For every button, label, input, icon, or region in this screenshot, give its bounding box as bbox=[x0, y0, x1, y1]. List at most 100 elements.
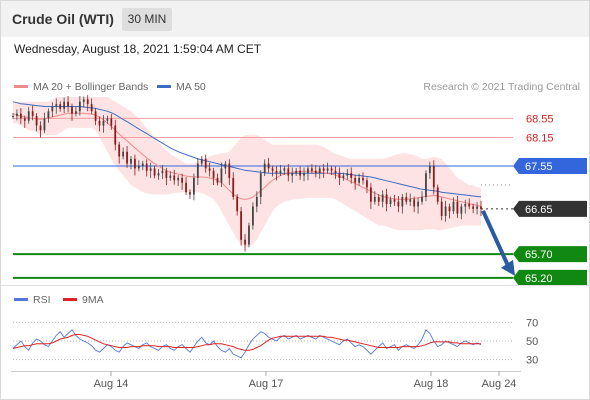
candle-body bbox=[31, 111, 34, 117]
candle-body bbox=[405, 196, 408, 202]
candle-body bbox=[432, 166, 435, 188]
x-axis: Aug 14 Aug 17 Aug 18 Aug 24 bbox=[11, 371, 521, 390]
candle-body bbox=[55, 104, 58, 107]
rsi-tick-30: 30 bbox=[526, 355, 538, 367]
candle-body bbox=[448, 206, 451, 212]
candle-body bbox=[51, 106, 54, 112]
candle-body bbox=[35, 116, 38, 126]
legend-ma50-label: MA 50 bbox=[176, 81, 206, 93]
legend-ma20: MA 20 + Bollinger Bands bbox=[14, 81, 148, 93]
candle-body bbox=[303, 173, 305, 176]
candle-body bbox=[102, 120, 105, 126]
candle-body bbox=[208, 168, 211, 171]
candle-body bbox=[153, 168, 156, 176]
candle-body bbox=[212, 170, 215, 178]
candle-body bbox=[16, 113, 18, 117]
candle-body bbox=[122, 151, 125, 157]
candle-body bbox=[476, 206, 478, 209]
candle-body bbox=[267, 163, 270, 169]
level-tag-67.55 bbox=[513, 158, 587, 175]
candle-body bbox=[255, 196, 258, 207]
candle-body bbox=[271, 168, 274, 171]
candle-body bbox=[98, 120, 101, 126]
level-tag-65.70 bbox=[513, 246, 587, 263]
level-label-68.55: 68.55 bbox=[526, 113, 554, 125]
candle-body bbox=[173, 175, 176, 181]
candle-body bbox=[385, 194, 388, 205]
rsi-ma9-line bbox=[12, 334, 481, 351]
level-label-68.15: 68.15 bbox=[526, 132, 554, 144]
candle-body bbox=[358, 177, 360, 183]
candle-body bbox=[94, 111, 97, 121]
candle-body bbox=[373, 196, 376, 202]
candle-body bbox=[417, 201, 419, 207]
x-tick-label: Aug 17 bbox=[249, 378, 284, 390]
candle-body bbox=[169, 175, 172, 178]
candle-body bbox=[216, 177, 219, 183]
candle-body bbox=[413, 199, 416, 207]
candle-body bbox=[248, 225, 250, 245]
legend-ma50: MA 50 bbox=[157, 81, 206, 93]
candle-body bbox=[295, 170, 298, 174]
legend-ma9: 9MA bbox=[63, 294, 104, 306]
ma50-swatch bbox=[157, 84, 171, 88]
rsi-swatch bbox=[14, 297, 28, 301]
candle-body bbox=[110, 118, 113, 126]
candle-body bbox=[330, 168, 333, 171]
candle-body bbox=[377, 196, 380, 202]
candle-body bbox=[436, 187, 439, 202]
x-tick-label: Aug 18 bbox=[414, 378, 449, 390]
candle-body bbox=[59, 104, 62, 109]
level-tag-66.65 bbox=[513, 200, 587, 217]
candle-body bbox=[287, 168, 290, 176]
timeframe-badge[interactable]: 30 MIN bbox=[122, 8, 172, 31]
candle-body bbox=[393, 199, 396, 202]
level-label-67.55: 67.55 bbox=[525, 161, 553, 173]
candle-body bbox=[130, 158, 132, 164]
candle-body bbox=[126, 151, 128, 164]
candle-body bbox=[189, 192, 191, 195]
rsi-plot: 70 50 30 bbox=[12, 317, 538, 367]
datetime-label: Wednesday, August 18, 2021 1:59:04 AM CE… bbox=[14, 42, 262, 56]
candle-body bbox=[350, 173, 353, 178]
candle-body bbox=[421, 196, 423, 202]
level-label-65.70: 65.70 bbox=[525, 249, 553, 261]
candle-body bbox=[342, 175, 345, 178]
candle-body bbox=[244, 239, 246, 245]
x-tick-label: Aug 14 bbox=[94, 378, 129, 390]
bollinger-band bbox=[13, 97, 481, 247]
candle-body bbox=[440, 201, 443, 216]
candle-body bbox=[322, 168, 325, 171]
candle-body bbox=[314, 170, 317, 174]
candle-body bbox=[346, 173, 349, 176]
candle-body bbox=[47, 111, 50, 119]
candle-body bbox=[468, 204, 471, 207]
candle-body bbox=[75, 111, 77, 114]
candle-body bbox=[310, 168, 313, 171]
level-tag-65.20 bbox=[513, 269, 587, 286]
level-label-66.65: 66.65 bbox=[525, 204, 553, 216]
candle-body bbox=[67, 101, 69, 107]
candle-body bbox=[165, 170, 168, 178]
candle-body bbox=[318, 168, 321, 174]
level-label-65.20: 65.20 bbox=[525, 273, 553, 285]
candle-body bbox=[200, 158, 203, 164]
candle-body bbox=[39, 125, 42, 131]
candle-body bbox=[425, 173, 427, 197]
instrument-title: Crude Oil (WTI) bbox=[12, 11, 114, 27]
candle-body bbox=[472, 206, 475, 209]
candle-body bbox=[220, 168, 223, 183]
candle-body bbox=[114, 125, 117, 145]
candle-body bbox=[204, 158, 207, 169]
rsi-tick-70: 70 bbox=[526, 317, 538, 329]
candle-body bbox=[43, 118, 46, 131]
candle-body bbox=[444, 206, 447, 216]
candle-body bbox=[236, 196, 239, 212]
legend-ma9-label: 9MA bbox=[82, 294, 104, 306]
candle-body bbox=[251, 206, 254, 226]
candle-body bbox=[134, 158, 136, 169]
candle-body bbox=[86, 99, 89, 105]
candle-body bbox=[464, 204, 467, 207]
